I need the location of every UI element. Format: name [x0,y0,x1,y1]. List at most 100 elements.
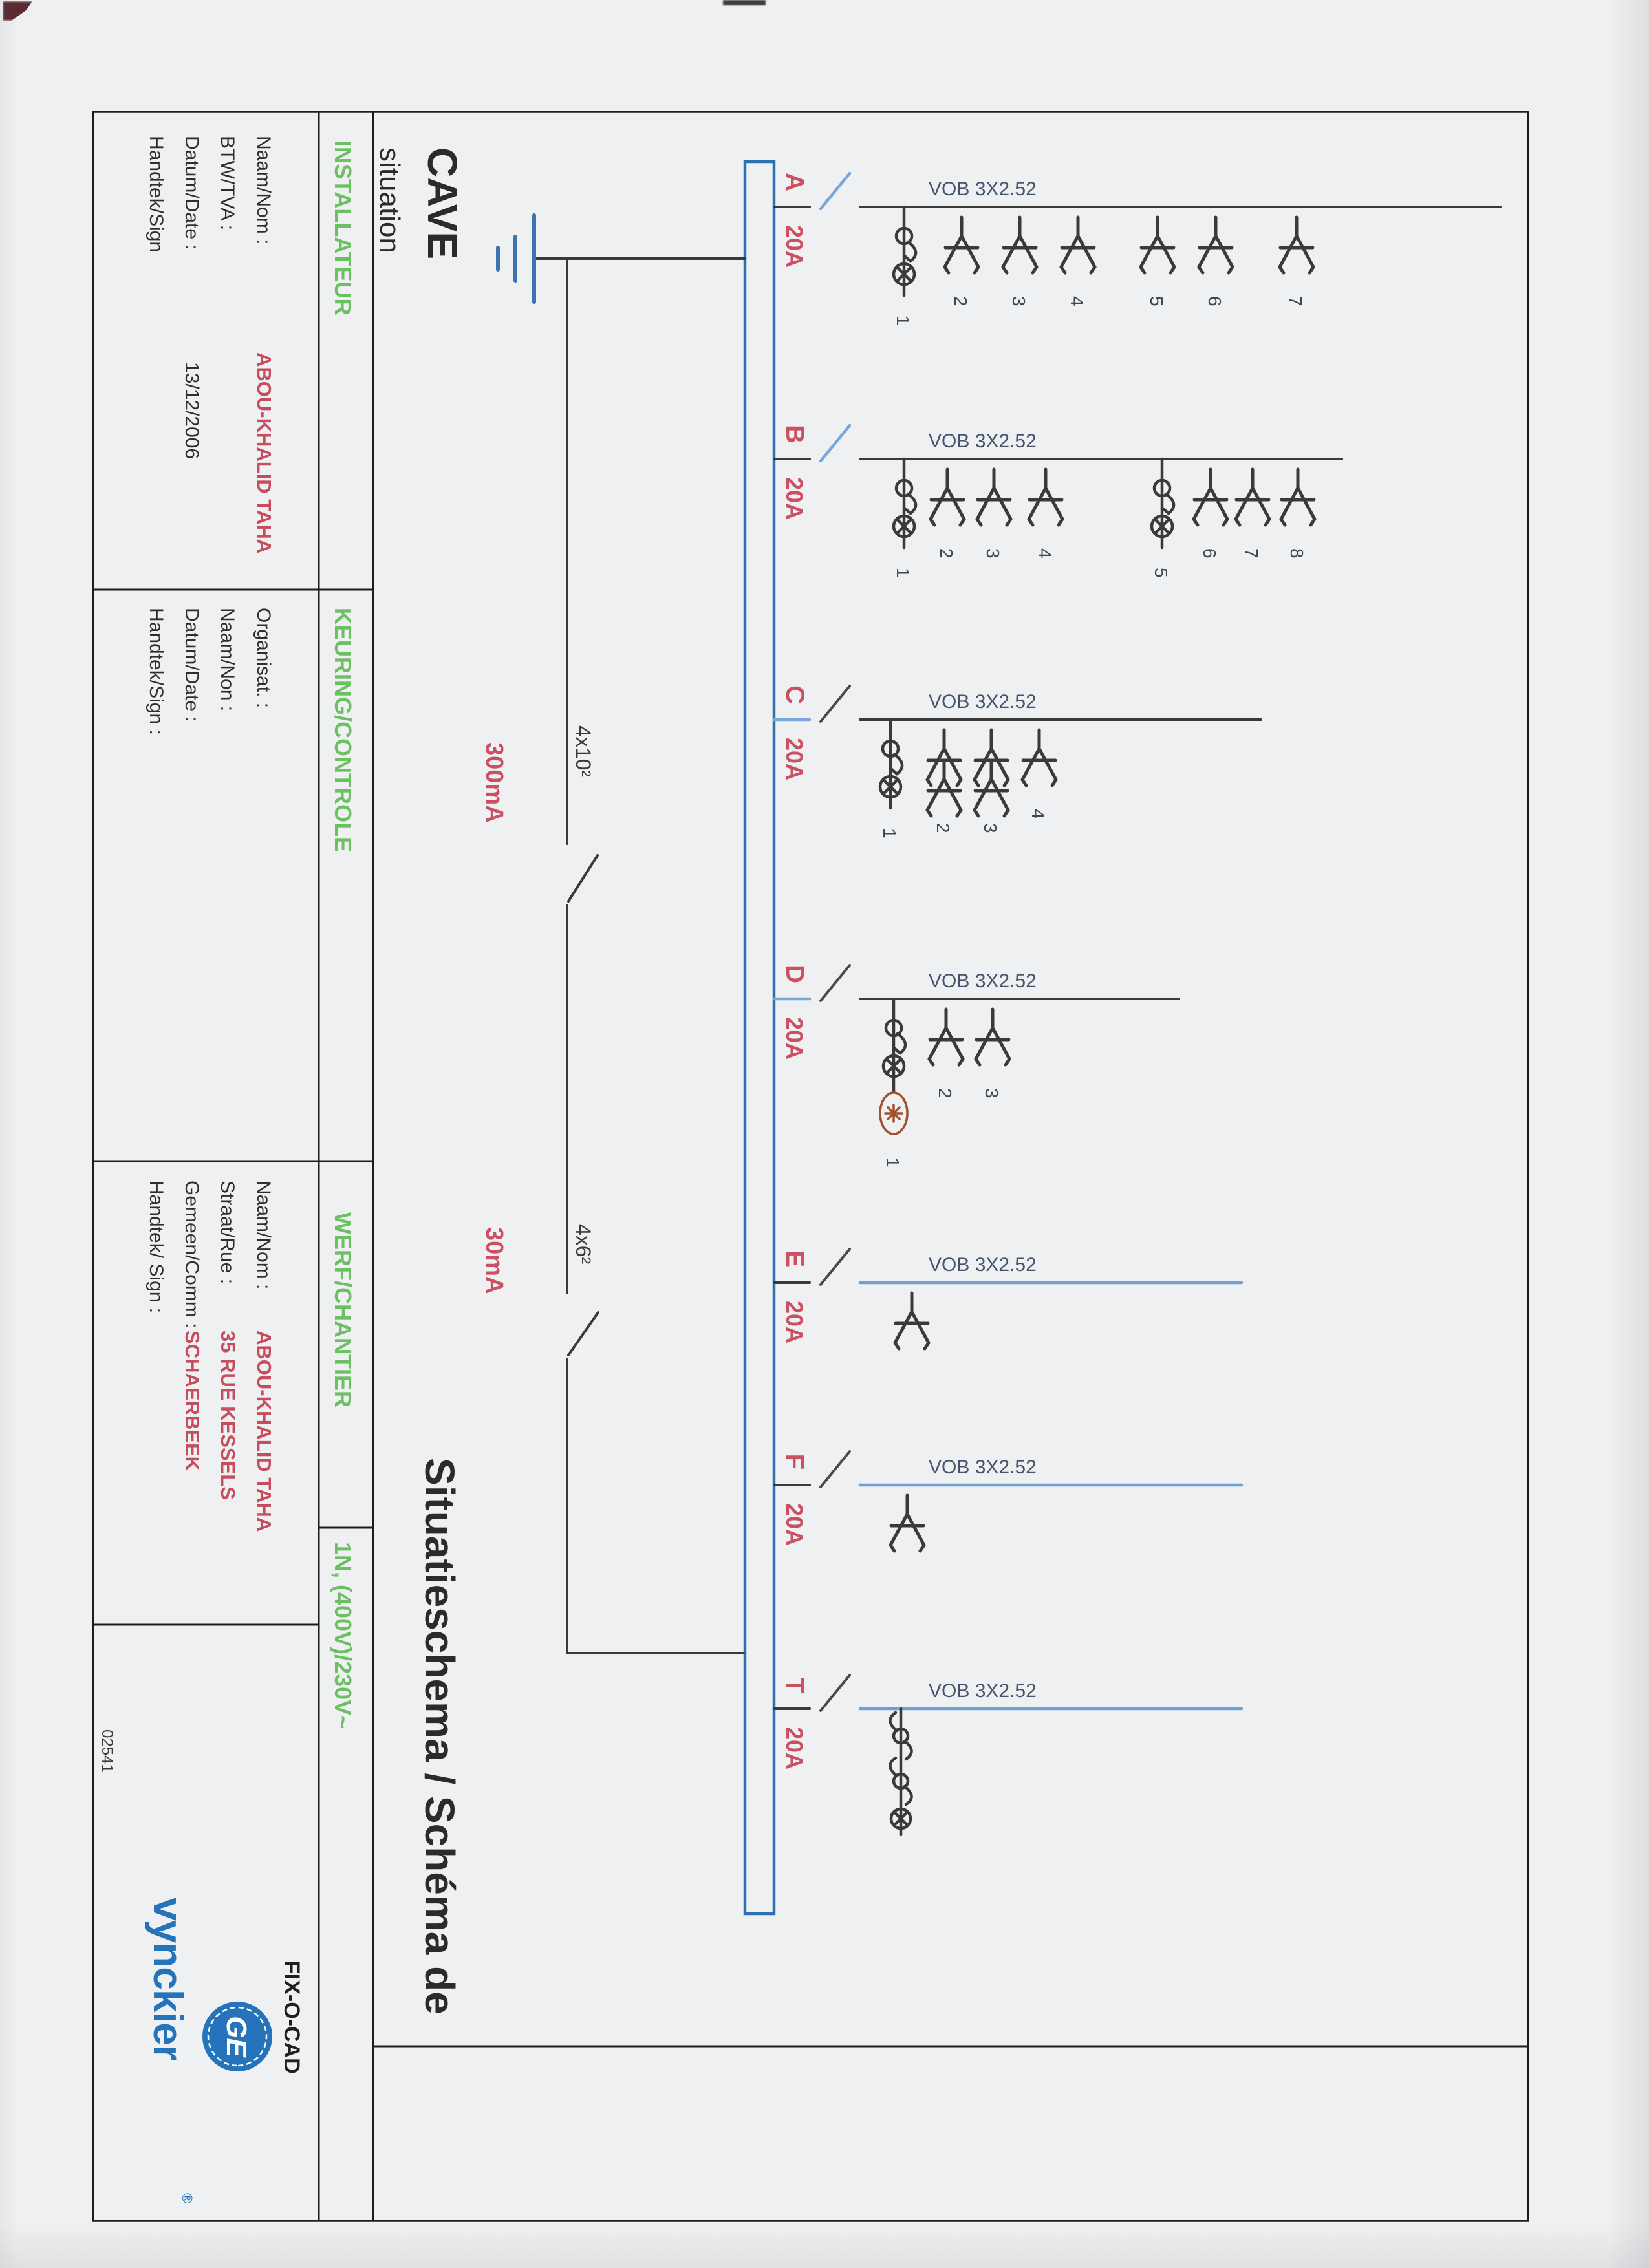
socket-icon [1061,217,1095,273]
double-socket-icon [927,730,961,816]
field-label: Gemeen/Comm : [181,1181,202,1328]
load-number: 2 [936,548,956,559]
circuit-id: D [781,965,809,983]
drawing-name: CAVE [419,147,466,259]
cable-label: VOB 3X2.52 [929,1254,1037,1276]
form-title: Situatieschema / Schéma de [416,1458,463,2015]
breaker-blade [819,1450,851,1488]
circuit-id: F [781,1454,809,1470]
cable-label: VOB 3X2.52 [929,691,1037,712]
load-number: 1 [879,828,900,839]
feeder-riser [566,1358,745,1654]
cable-label: VOB 3X2.52 [929,178,1037,200]
load-number: 2 [951,296,971,306]
field-label: Naam/Nom : [253,1181,274,1289]
field-value: SCHAERBEEK [181,1331,204,1471]
field-label: Naam/Non : [217,608,238,711]
load-number: 6 [1200,548,1220,559]
socket-icon [929,1009,963,1065]
socket-icon [1194,469,1227,525]
socket-icon [890,1495,924,1551]
socket-icon [931,469,964,525]
voltage-label: 1N, (400V)/230V~ [330,1542,356,1729]
lamp-switch-icon [1152,459,1174,548]
circuit-c: C 20A VOB 3X2.52 1 2 3 4 [772,685,1262,839]
load-number: 1 [893,568,913,578]
circuit-id: A [781,173,809,191]
circuit-id: B [781,425,809,444]
load-number: 7 [1286,296,1306,306]
circuit-rating: 20A [781,477,808,520]
registered-mark: ® [179,2193,195,2203]
breaker-blade [819,1248,851,1286]
circuit-id: E [781,1250,809,1267]
section-power: 1N, (400V)/230V~ 02541 FIX-O-CAD GE vync… [98,1542,356,2203]
circuit-rating: 20A [781,1503,808,1546]
load-number: 2 [935,1088,955,1098]
lamp-switch-appliance-icon [880,999,907,1134]
circuit-id: C [781,685,809,704]
socket-icon [1003,217,1037,273]
section-installateur: INSTALLATEUR Naam/Nom : ABOU-KHALID TAHA… [146,136,356,553]
circuit-rating: 20A [781,1017,808,1060]
circuit-rating: 20A [781,1301,808,1343]
load-number: 2 [933,823,953,833]
supply-feeder [534,257,746,1654]
field-label: Handtek/Sign [146,136,167,252]
field-label: Handtek/ Sign : [146,1181,167,1313]
load-number: 4 [1028,809,1048,819]
load-number: 3 [982,1088,1002,1098]
breaker-blade [819,685,851,723]
field-label: BTW/TVA : [217,136,238,230]
software-name: FIX-O-CAD [279,1960,304,2074]
section-installateur-header: INSTALLATEUR [330,140,356,316]
field-value: 13/12/2006 [181,362,202,459]
load-number: 1 [893,316,913,326]
circuit-id: T [781,1678,809,1693]
lamp-switch-icon [880,720,902,808]
socket-icon [977,469,1011,525]
drawing-subname: situation [374,147,405,253]
field-label: Datum/Date : [181,136,202,250]
form-number: 02541 [98,1729,116,1773]
field-label: Organisat. : [253,608,274,708]
load-number: 6 [1205,296,1225,306]
branch-rcd-label: 30mA [480,1227,508,1294]
circuit-b: B 20A VOB 3X2.52 1 2 3 4 5 6 7 8 [773,423,1343,578]
circuit-a: A 20A VOB 3X2.52 1 2 3 4 5 6 7 [773,171,1502,326]
drawing-frame [92,111,1529,2222]
cable-label: VOB 3X2.52 [929,1457,1037,1478]
main-cable-label: 4x10² [572,725,595,777]
brand-logo-text: vynckier [145,1898,191,2060]
branch-cable-label: 4x6² [572,1224,595,1265]
load-number: 4 [1067,296,1087,306]
socket-icon [1236,469,1269,525]
section-keuring-header: KEURING/CONTROLE [330,608,356,852]
field-label: Datum/Date : [181,608,202,722]
socket-icon [1029,469,1062,525]
rcd-switch-30ma-blade [567,1311,599,1356]
earth-icon [496,213,536,304]
circuit-rating: 20A [781,225,808,268]
load-number: 5 [1147,296,1167,306]
ge-monogram-text: GE [221,2016,252,2058]
socket-icon [945,217,978,273]
breaker-blade [819,423,852,463]
socket-icon [1199,217,1233,273]
load-number: 3 [983,548,1003,559]
socket-icon [1280,217,1313,273]
breaker-blade [819,964,851,1002]
cable-label: VOB 3X2.52 [929,1680,1037,1702]
section-werf: WERF/CHANTIER Naam/Nom : ABOU-KHALID TAH… [146,1181,356,1532]
field-label: Naam/Nom : [253,136,274,244]
two-way-lighting-icon [890,1709,911,1835]
cable-label: VOB 3X2.52 [929,970,1037,992]
section-werf-header: WERF/CHANTIER [330,1212,356,1407]
load-number: 3 [1009,296,1029,306]
field-value: 35 RUE KESSELS [217,1331,239,1500]
socket-icon [895,1293,929,1349]
circuit-rating: 20A [781,738,808,780]
circuit-t: T 20A VOB 3X2.52 [773,1674,1244,1835]
